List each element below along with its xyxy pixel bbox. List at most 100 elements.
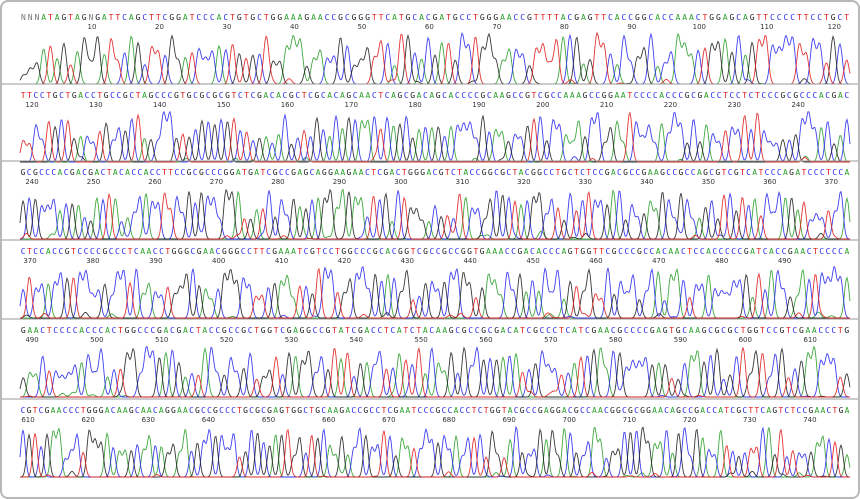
base-call: C	[310, 168, 315, 177]
base-call: C	[767, 326, 772, 335]
base-call: C	[279, 168, 284, 177]
base-call: G	[315, 406, 320, 415]
base-call: T	[190, 13, 195, 22]
base-position: 480	[715, 257, 728, 265]
base-call: G	[698, 91, 703, 100]
base-position: 200	[536, 101, 549, 109]
base-call: T	[378, 91, 383, 100]
base-call: G	[272, 247, 277, 256]
base-position: 40	[290, 23, 299, 31]
base-call: C	[442, 91, 447, 100]
base-call: T	[559, 326, 564, 335]
base-call: C	[111, 406, 116, 415]
base-call: G	[646, 406, 651, 415]
base-position: 600	[739, 336, 752, 344]
base-call: G	[184, 247, 189, 256]
base-call: G	[831, 13, 836, 22]
base-call: T	[379, 13, 384, 22]
base-call: C	[412, 13, 417, 22]
base-call: T	[297, 247, 302, 256]
base-call: G	[82, 13, 87, 22]
base-call: C	[725, 247, 730, 256]
base-position: 540	[350, 336, 363, 344]
base-call: A	[598, 406, 603, 415]
base-call: C	[664, 406, 669, 415]
base-call: G	[406, 13, 411, 22]
base-call: G	[715, 326, 720, 335]
base-call: C	[511, 247, 516, 256]
base-call: C	[119, 168, 124, 177]
base-call: C	[86, 326, 91, 335]
base-call: G	[493, 13, 498, 22]
base-call: T	[824, 13, 829, 22]
base-call: A	[276, 91, 281, 100]
base-call: A	[298, 13, 303, 22]
base-call: C	[461, 91, 466, 100]
base-call: C	[423, 91, 428, 100]
base-call: G	[102, 247, 107, 256]
base-call: C	[392, 247, 397, 256]
base-call: G	[679, 168, 684, 177]
base-call: T	[723, 91, 728, 100]
base-call: T	[472, 406, 477, 415]
base-call: C	[385, 13, 390, 22]
base-call: C	[640, 91, 645, 100]
base-call: G	[129, 406, 134, 415]
base-call: C	[308, 91, 313, 100]
base-call: C	[34, 91, 39, 100]
base-call: A	[845, 168, 850, 177]
base-call: N	[28, 13, 33, 22]
base-call: C	[352, 326, 357, 335]
base-call: G	[844, 326, 849, 335]
base-call: T	[513, 168, 518, 177]
base-call: A	[656, 247, 661, 256]
base-call: C	[283, 91, 288, 100]
base-call: C	[617, 168, 622, 177]
base-call: C	[155, 91, 160, 100]
base-call: C	[372, 91, 377, 100]
base-call: T	[457, 168, 462, 177]
base-position: 490	[778, 257, 791, 265]
base-call: A	[658, 406, 663, 415]
base-call: C	[742, 406, 747, 415]
base-call: C	[365, 168, 370, 177]
base-position: 300	[394, 178, 407, 186]
base-call: A	[316, 168, 321, 177]
base-call: T	[335, 247, 340, 256]
base-call: T	[813, 247, 818, 256]
base-call: C	[84, 247, 89, 256]
base-call: G	[580, 247, 585, 256]
base-call: C	[345, 13, 350, 22]
base-call: C	[712, 247, 717, 256]
base-call: A	[621, 91, 626, 100]
base-call: G	[365, 13, 370, 22]
base-call: A	[795, 168, 800, 177]
base-position: 640	[202, 416, 215, 424]
base-call: T	[118, 326, 123, 335]
base-call: G	[550, 406, 555, 415]
base-call: C	[770, 13, 775, 22]
base-call: C	[838, 168, 843, 177]
base-call: C	[792, 326, 797, 335]
base-call: C	[137, 168, 142, 177]
base-call: C	[672, 168, 677, 177]
base-call: C	[505, 247, 510, 256]
base-position: 610	[803, 336, 816, 344]
base-call: C	[21, 406, 26, 415]
base-call: A	[125, 168, 130, 177]
base-call: C	[329, 247, 334, 256]
base-call: C	[549, 168, 554, 177]
base-call: C	[156, 168, 161, 177]
base-call: C	[530, 247, 535, 256]
base-call: T	[381, 406, 386, 415]
base-call: C	[736, 13, 741, 22]
base-call: A	[293, 326, 298, 335]
base-position: 350	[702, 178, 715, 186]
base-call: C	[606, 247, 611, 256]
base-call: A	[41, 13, 46, 22]
base-call: G	[200, 91, 205, 100]
base-call: C	[819, 247, 824, 256]
base-call: C	[709, 168, 714, 177]
base-call: T	[109, 13, 114, 22]
base-call: T	[599, 247, 604, 256]
